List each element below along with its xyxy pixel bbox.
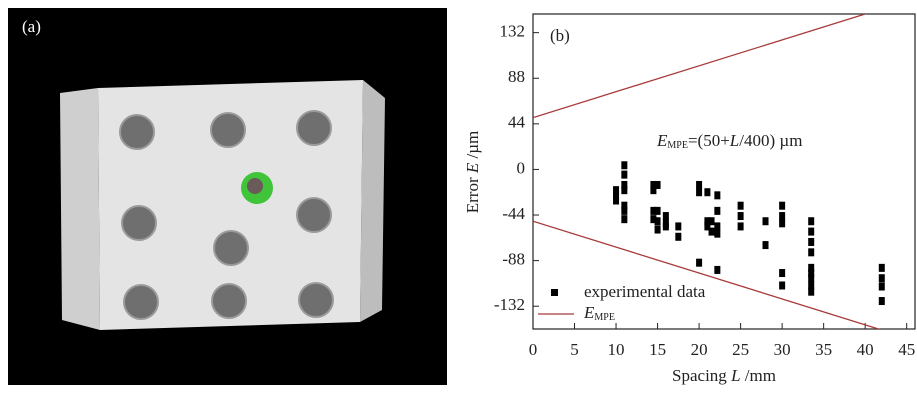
text-part: Error [463, 173, 482, 213]
legend-label: EMPE [583, 303, 615, 323]
x-tick-label: 35 [815, 340, 832, 359]
text-part: E [656, 131, 668, 150]
x-tick-label: 30 [774, 340, 791, 359]
data-point [675, 233, 681, 241]
x-tick-label: 20 [691, 340, 708, 359]
panel-label: (a) [22, 17, 41, 36]
data-point [779, 202, 785, 210]
data-point [621, 161, 627, 169]
x-tick-label: 15 [649, 340, 666, 359]
text-part: MPE [594, 312, 615, 323]
data-point [714, 207, 720, 215]
legend: experimental data EMPE [538, 282, 706, 323]
y-axis-label: Error E /µm [463, 131, 482, 214]
data-point [655, 226, 661, 234]
y-tick-label: 0 [517, 158, 526, 177]
data-point [696, 188, 702, 196]
y-tick-label: -132 [494, 295, 525, 314]
y-tick-label: 44 [508, 113, 526, 132]
data-point [621, 215, 627, 223]
data-point [808, 248, 814, 256]
panel-label: (b) [550, 26, 570, 45]
data-point [763, 217, 769, 225]
text-part: E [583, 303, 595, 322]
y-tick-label: -88 [502, 250, 525, 269]
y-tick-label: 88 [508, 67, 525, 86]
text-part: MPE [667, 140, 688, 151]
text-part: E [463, 162, 482, 174]
data-point [709, 228, 715, 236]
data-point [779, 212, 785, 220]
x-tick-label: 5 [570, 340, 579, 359]
data-point [879, 297, 885, 305]
data-point [655, 181, 661, 189]
x-tick-label: 40 [857, 340, 874, 359]
data-point [621, 207, 627, 215]
figure: (a) (b) EMPE=(50+L/400) µm Error E /µm S… [0, 0, 917, 394]
x-tick-label: 45 [898, 340, 915, 359]
legend-marker [551, 289, 558, 296]
data-point [808, 288, 814, 296]
data-point [709, 217, 715, 225]
data-point [663, 222, 669, 230]
data-point [714, 266, 720, 274]
data-point [714, 222, 720, 230]
data-point [714, 230, 720, 238]
data-point [675, 222, 681, 230]
photo [8, 8, 447, 385]
data-point [879, 283, 885, 291]
data-point [779, 219, 785, 227]
data-point [621, 186, 627, 194]
data-point [879, 274, 885, 282]
legend-label: experimental data [584, 282, 706, 301]
text-part: L [730, 366, 740, 385]
data-point [738, 202, 744, 210]
data-point [738, 222, 744, 230]
data-point [655, 207, 661, 215]
x-axis-label: Spacing L /mm [672, 366, 776, 385]
data-point [613, 197, 619, 205]
x-tick-label: 0 [529, 340, 538, 359]
data-point [779, 269, 785, 277]
data-point [808, 217, 814, 225]
data-point [696, 259, 702, 267]
data-point [738, 212, 744, 220]
y-tick-label: 132 [500, 22, 526, 41]
text-part: experimental data [584, 282, 706, 301]
data-point [808, 238, 814, 246]
y-tick-label: -44 [502, 204, 525, 223]
data-point [714, 191, 720, 199]
x-tick-label: 10 [608, 340, 625, 359]
text-part: L [729, 131, 739, 150]
annotation: EMPE=(50+L/400) µm [656, 131, 802, 151]
data-point [879, 264, 885, 272]
text-part: Spacing [672, 366, 731, 385]
data-point [808, 274, 814, 282]
data-point [621, 171, 627, 179]
data-point [663, 212, 669, 220]
text-part: /mm [741, 366, 776, 385]
data-point [779, 281, 785, 289]
text-part: /µm [463, 131, 482, 163]
text-part: /400) µm [739, 131, 802, 150]
text-part: =(50+ [688, 131, 730, 150]
data-point [696, 181, 702, 189]
data-point [808, 228, 814, 236]
data-point [704, 188, 710, 196]
data-point [655, 217, 661, 225]
x-tick-label: 25 [732, 340, 749, 359]
data-point [763, 241, 769, 249]
